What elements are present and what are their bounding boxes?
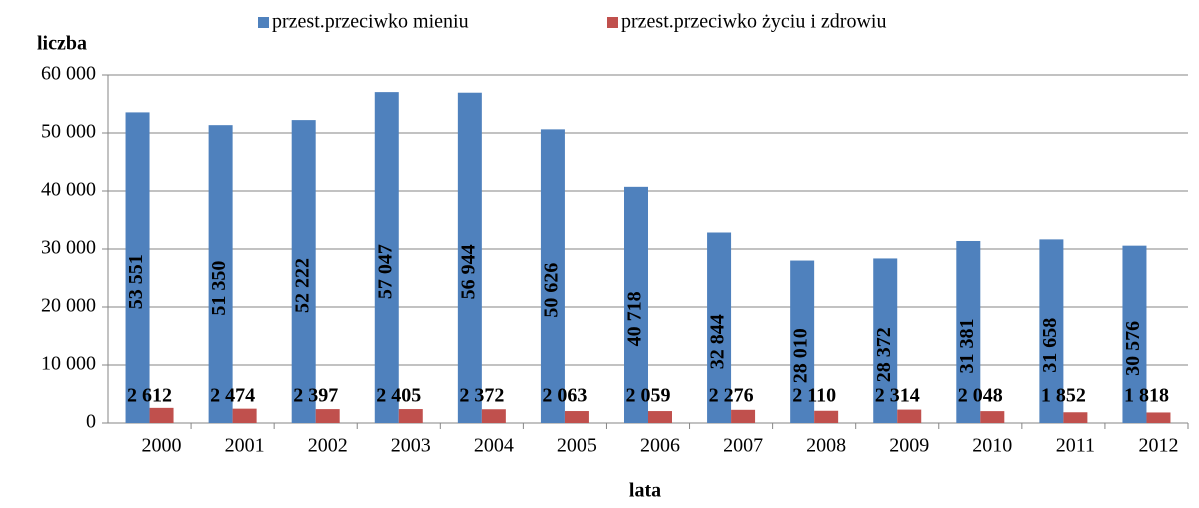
bar — [232, 408, 257, 423]
bar — [398, 409, 423, 423]
bar — [814, 410, 839, 423]
x-tick-label: 2003 — [391, 435, 431, 457]
data-label: 2 397 — [293, 385, 338, 407]
x-tick-label: 2006 — [640, 435, 680, 457]
bar — [125, 112, 150, 423]
data-label: 31 381 — [956, 318, 978, 373]
x-tick-label: 2004 — [474, 435, 514, 457]
bar — [873, 258, 898, 423]
data-label: 53 551 — [125, 254, 147, 309]
bar — [291, 120, 316, 423]
data-label: 2 059 — [626, 385, 671, 407]
data-label: 40 718 — [624, 291, 646, 346]
data-label: 32 844 — [707, 314, 729, 369]
x-axis-title: lata — [629, 480, 661, 502]
y-tick-label: 40 000 — [41, 179, 96, 201]
y-tick-label: 10 000 — [41, 353, 96, 375]
legend-label: przest.przeciwko życiu i zdrowiu — [621, 11, 886, 33]
data-label: 2 063 — [542, 385, 587, 407]
bar — [1039, 239, 1064, 423]
bar — [481, 409, 506, 423]
y-tick-label: 20 000 — [41, 295, 96, 317]
data-label: 2 474 — [210, 385, 255, 407]
bar — [1063, 412, 1088, 423]
x-tick-label: 2001 — [225, 435, 265, 457]
data-label: 2 314 — [875, 385, 920, 407]
bar — [624, 186, 648, 423]
y-tick-label: 30 000 — [41, 237, 96, 259]
data-label: 2 405 — [376, 385, 421, 407]
legend-label: przest.przeciwko mieniu — [272, 11, 469, 33]
data-label: 1 818 — [1124, 385, 1169, 407]
bar — [540, 129, 565, 423]
x-tick-label: 2000 — [142, 435, 182, 457]
data-label: 31 658 — [1039, 318, 1061, 373]
data-label: 57 047 — [374, 244, 396, 299]
data-label: 28 010 — [790, 328, 812, 383]
data-label: 50 626 — [541, 263, 563, 318]
data-label: 2 612 — [127, 385, 172, 407]
x-tick-label: 2002 — [308, 435, 348, 457]
y-tick-label: 50 000 — [41, 121, 96, 143]
data-label: 52 222 — [291, 258, 313, 313]
data-label: 51 350 — [208, 261, 230, 316]
x-tick-label: 2008 — [806, 435, 846, 457]
bar — [457, 92, 482, 424]
y-axis-title: liczba — [37, 33, 87, 55]
bar — [208, 125, 233, 424]
data-label: 2 372 — [459, 385, 504, 407]
x-tick-label: 2005 — [557, 435, 597, 457]
data-label: 30 576 — [1122, 321, 1144, 376]
x-tick-label: 2010 — [972, 435, 1012, 457]
bar — [707, 232, 732, 423]
bar — [790, 260, 815, 423]
legend-swatch — [607, 17, 618, 28]
bar — [980, 411, 1005, 423]
y-tick-label: 60 000 — [41, 63, 96, 85]
y-tick-label: 0 — [86, 411, 96, 433]
data-label: 56 944 — [457, 244, 479, 299]
bar — [956, 240, 981, 423]
legend-swatch — [258, 17, 269, 28]
data-label: 28 372 — [873, 327, 895, 382]
bar — [648, 411, 672, 423]
bar — [1122, 245, 1147, 423]
x-tick-label: 2009 — [889, 435, 929, 457]
data-label: 2 276 — [709, 385, 754, 407]
bar — [1146, 412, 1171, 423]
x-tick-label: 2007 — [723, 435, 763, 457]
data-label: 2 048 — [958, 385, 1003, 407]
x-tick-label: 2011 — [1056, 435, 1095, 457]
bar — [564, 411, 589, 423]
data-label: 1 852 — [1041, 385, 1086, 407]
bar — [374, 92, 399, 423]
x-tick-label: 2012 — [1138, 435, 1178, 457]
bar — [731, 409, 756, 423]
data-label: 2 110 — [792, 385, 836, 407]
bar — [149, 407, 174, 423]
bar — [897, 409, 922, 423]
bar — [315, 409, 340, 423]
